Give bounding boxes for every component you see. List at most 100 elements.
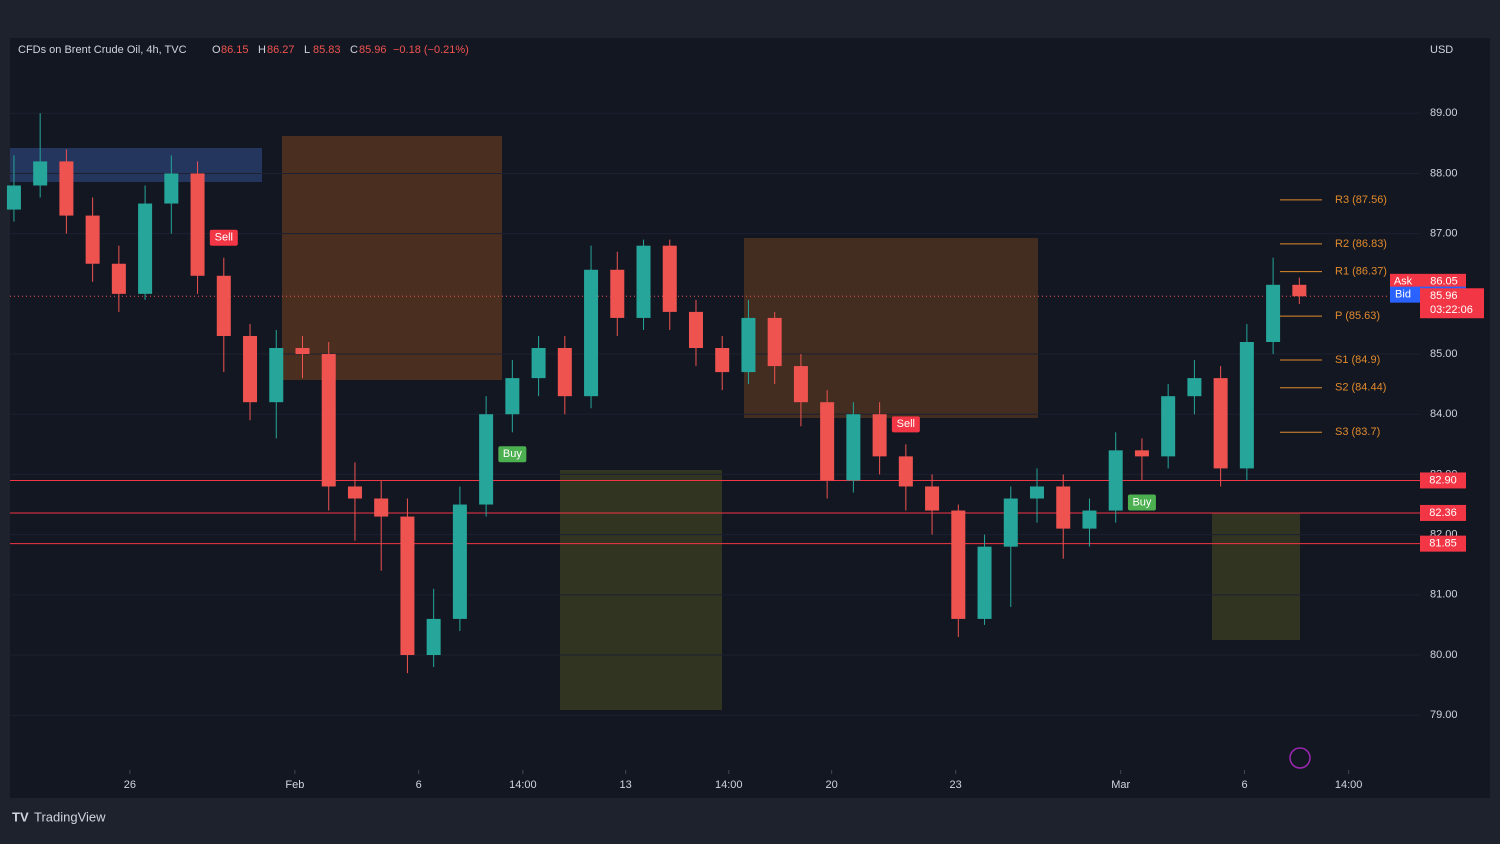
signal-tag: [498, 446, 527, 463]
candle-body: [6, 185, 21, 210]
x-tick-label: 6: [1241, 779, 1247, 791]
candle-body: [688, 311, 703, 349]
zone: [10, 148, 262, 182]
candle-body: [846, 414, 861, 481]
y-tick-label: 88.00: [1430, 167, 1458, 179]
candle-body: [295, 348, 310, 355]
ohlc-value: 86.27: [267, 44, 295, 56]
y-tick-label: 80.00: [1430, 649, 1458, 661]
y-tick-label: 81.00: [1430, 589, 1458, 601]
pivot-label: S2 (84.44): [1335, 382, 1386, 394]
pivot-label: R3 (87.56): [1335, 194, 1387, 206]
candle-body: [321, 354, 336, 487]
bid-key: Bid: [1395, 289, 1411, 301]
candle-body: [1003, 498, 1018, 547]
candle-body: [715, 348, 730, 373]
signal-label: Buy: [503, 448, 522, 460]
candle-body: [1213, 378, 1228, 469]
level-label: 81.85: [1429, 538, 1457, 550]
candle-body: [59, 161, 74, 216]
level-tag: [1420, 535, 1466, 552]
y-tick-label: 87.00: [1430, 228, 1458, 240]
candle-body: [1108, 450, 1123, 511]
candle-body: [85, 215, 100, 264]
x-tick-label: 14:00: [1335, 779, 1363, 791]
candle-body: [925, 486, 940, 511]
level-label: 82.90: [1429, 474, 1457, 486]
candle-body: [347, 486, 362, 499]
candle-body: [1161, 396, 1176, 457]
x-tick-label: Mar: [1111, 779, 1130, 791]
candle-body: [374, 498, 389, 517]
candle-body: [164, 173, 179, 204]
ohlc-key: L: [304, 44, 310, 56]
signal-tag: [1127, 494, 1156, 511]
ohlc-value: 85.83: [313, 44, 341, 56]
y-tick-label: 84.00: [1430, 408, 1458, 420]
candle-body: [557, 348, 572, 397]
candle-body: [1082, 510, 1097, 529]
brand: TradingView: [34, 809, 106, 824]
candle-body: [400, 516, 415, 656]
ask-tag: [1390, 273, 1466, 290]
x-tick-label: 23: [950, 779, 962, 791]
candle-body: [610, 269, 625, 318]
x-tick-label: Feb: [285, 779, 304, 791]
change: −0.18 (−0.21%): [393, 44, 469, 56]
currency: USD: [1430, 44, 1453, 56]
candle-body: [898, 456, 913, 487]
candle-body: [1030, 486, 1045, 499]
candle-body: [820, 402, 835, 481]
candle-body: [636, 245, 651, 318]
x-tick-label: 26: [124, 779, 136, 791]
zone: [560, 470, 722, 710]
candle-body: [531, 348, 546, 379]
last-value: 85.96: [1430, 290, 1458, 302]
zone: [744, 238, 1038, 418]
candle-body: [872, 414, 887, 457]
y-tick-label: 85.00: [1430, 348, 1458, 360]
x-tick-label: 14:00: [715, 779, 743, 791]
ohlc-value: 85.96: [359, 44, 387, 56]
zone: [1212, 513, 1300, 640]
ohlc-key: H: [258, 44, 266, 56]
signal-label: Sell: [897, 418, 915, 430]
signal-label: Sell: [215, 232, 233, 244]
candle-body: [138, 203, 153, 294]
candle-body: [269, 348, 284, 403]
y-tick-label: 79.00: [1430, 709, 1458, 721]
ask-key: Ask: [1394, 276, 1413, 288]
candle-body: [1134, 450, 1149, 457]
candle-body: [33, 161, 48, 186]
pivot-label: R2 (86.83): [1335, 238, 1387, 250]
signal-label: Buy: [1132, 496, 1151, 508]
candle-body: [243, 335, 258, 403]
candle-body: [1056, 486, 1071, 529]
signal-tag: [209, 229, 238, 246]
candle-body: [1292, 284, 1307, 297]
candle-body: [426, 618, 441, 656]
candle-body: [951, 510, 966, 619]
ohlc-value: 86.15: [221, 44, 249, 56]
pivot-label: S1 (84.9): [1335, 354, 1380, 366]
candle-body: [662, 245, 677, 312]
candle-body: [1187, 378, 1202, 397]
candle-body: [741, 317, 756, 373]
x-tick-label: 13: [620, 779, 632, 791]
candle-body: [1266, 284, 1281, 342]
alert-icon[interactable]: [1289, 747, 1311, 769]
ohlc-key: C: [350, 44, 358, 56]
zone: [282, 136, 502, 380]
candle-body: [505, 378, 520, 415]
symbol: CFDs on Brent Crude Oil, 4h, TVC: [18, 44, 187, 56]
candle-body: [190, 173, 205, 276]
x-tick-label: 6: [416, 779, 422, 791]
ohlc-key: O: [212, 44, 221, 56]
ask-value: 86.05: [1430, 276, 1458, 288]
countdown: 03:22:06: [1430, 304, 1473, 316]
x-tick-label: 20: [825, 779, 837, 791]
pivot-label: R1 (86.37): [1335, 265, 1387, 277]
candle-body: [111, 263, 126, 294]
candle-body: [793, 366, 808, 403]
candle-body: [977, 546, 992, 619]
